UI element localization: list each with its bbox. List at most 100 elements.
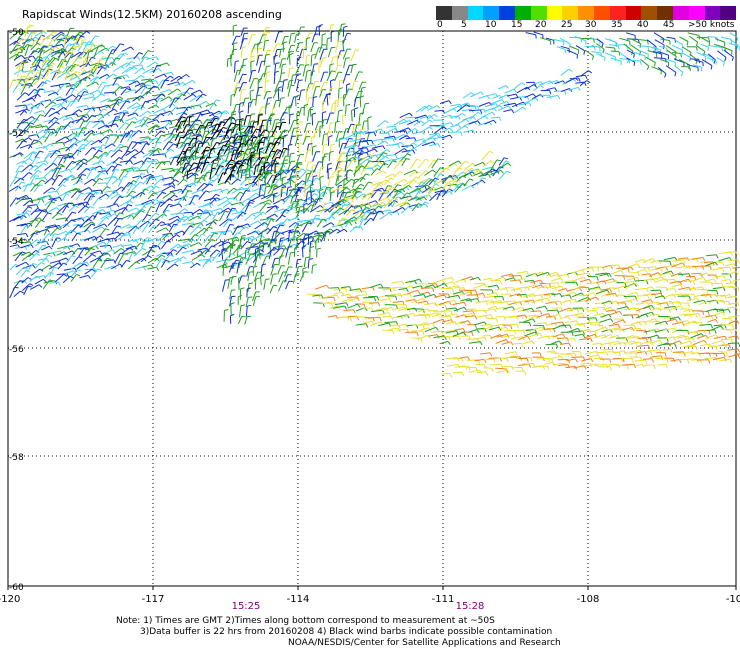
wind-barb xyxy=(338,153,341,165)
wind-barb xyxy=(392,206,403,214)
wind-barb-flag xyxy=(194,234,199,237)
wind-barb-flag xyxy=(414,128,419,132)
wind-barb-flag xyxy=(57,167,62,170)
wind-barb xyxy=(304,150,308,162)
wind-barb xyxy=(113,43,121,53)
wind-barb xyxy=(9,128,19,136)
wind-barb-flag xyxy=(724,57,727,62)
wind-barb xyxy=(110,149,120,158)
wind-barbs xyxy=(8,23,740,378)
wind-barb-flag xyxy=(366,141,369,146)
wind-barb xyxy=(224,136,232,147)
wind-barb xyxy=(498,160,507,171)
wind-barb-flag xyxy=(250,120,256,122)
wind-barb xyxy=(252,175,264,181)
wind-barb xyxy=(113,65,122,72)
wind-barb xyxy=(34,150,41,158)
wind-barb-flag xyxy=(231,289,236,291)
wind-barb xyxy=(266,226,274,235)
wind-barb xyxy=(335,169,342,177)
wind-barb-flag xyxy=(257,47,263,50)
wind-barb xyxy=(484,119,494,125)
wind-barb xyxy=(75,115,84,124)
wind-barb xyxy=(265,72,268,83)
wind-barb-flag xyxy=(383,152,388,155)
wind-barb xyxy=(681,51,691,59)
wind-barb xyxy=(334,161,339,172)
wind-barb-flag xyxy=(170,148,175,152)
wind-barb xyxy=(78,248,85,257)
wind-barb xyxy=(147,124,157,131)
wind-barb xyxy=(386,125,396,128)
wind-barb-flag xyxy=(449,191,453,195)
wind-barb xyxy=(92,120,101,129)
wind-barb-flag xyxy=(297,230,301,235)
wind-barb-flag xyxy=(129,200,134,204)
wind-barb xyxy=(657,51,669,56)
wind-barb-flag xyxy=(304,184,309,187)
wind-barb-flag xyxy=(269,143,274,145)
wind-barb xyxy=(203,226,210,235)
wind-barb xyxy=(65,55,72,67)
wind-barb-flag xyxy=(329,176,335,178)
wind-barb-flag xyxy=(206,171,211,174)
wind-barb xyxy=(240,177,248,186)
wind-barb-flag xyxy=(233,42,238,45)
wind-barb xyxy=(85,106,94,115)
wind-barb-flag xyxy=(183,256,187,260)
wind-barb xyxy=(217,167,225,178)
wind-barb xyxy=(69,71,77,80)
wind-barb xyxy=(204,239,213,248)
wind-barb xyxy=(153,153,165,156)
wind-barb-flag xyxy=(106,257,111,260)
wind-barb-flag xyxy=(126,259,131,263)
wind-barb-flag xyxy=(183,179,188,182)
wind-barb xyxy=(643,278,654,282)
wind-barb xyxy=(265,205,276,213)
wind-barb xyxy=(278,98,282,108)
wind-barb xyxy=(287,252,291,265)
wind-barb-flag xyxy=(700,273,703,278)
wind-barb-flag xyxy=(229,224,234,226)
wind-barb-flag xyxy=(148,222,153,225)
wind-barb xyxy=(266,118,269,131)
wind-barb-flag xyxy=(307,222,312,225)
wind-barb-flag xyxy=(191,261,195,266)
wind-barb xyxy=(258,247,261,259)
wind-barb xyxy=(462,92,472,99)
wind-barb xyxy=(630,59,641,62)
wind-barb-flag xyxy=(149,79,153,83)
wind-barb xyxy=(169,125,180,129)
wind-barb xyxy=(263,66,267,78)
wind-barb-flag xyxy=(273,184,278,186)
wind-barb-flag xyxy=(674,288,677,293)
wind-barb xyxy=(335,137,346,143)
wind-barb xyxy=(238,82,244,92)
wind-barb-flag xyxy=(409,112,413,117)
wind-barb xyxy=(408,189,418,194)
wind-barb xyxy=(140,78,151,81)
wind-barb xyxy=(140,101,146,109)
wind-barb xyxy=(334,65,339,74)
wind-barb xyxy=(225,159,232,168)
wind-barb-flag xyxy=(191,131,196,136)
wind-barb xyxy=(55,273,65,283)
wind-barb-flag xyxy=(168,122,173,126)
wind-barb xyxy=(168,134,176,143)
wind-barb xyxy=(231,166,239,177)
wind-barb-flag xyxy=(196,135,201,137)
wind-barb xyxy=(54,184,63,193)
wind-barb xyxy=(162,191,173,199)
wind-barb xyxy=(264,81,267,94)
wind-barb-flag xyxy=(165,209,170,212)
wind-barb xyxy=(329,192,332,202)
wind-barb-flag xyxy=(319,175,324,178)
wind-barb-flag xyxy=(246,130,251,133)
wind-barb xyxy=(417,184,428,191)
wind-barb-flag xyxy=(693,287,697,291)
wind-barb xyxy=(84,178,93,185)
wind-barb xyxy=(651,66,662,71)
wind-barb xyxy=(435,125,444,128)
wind-barb xyxy=(176,156,184,166)
wind-barb xyxy=(409,159,418,170)
